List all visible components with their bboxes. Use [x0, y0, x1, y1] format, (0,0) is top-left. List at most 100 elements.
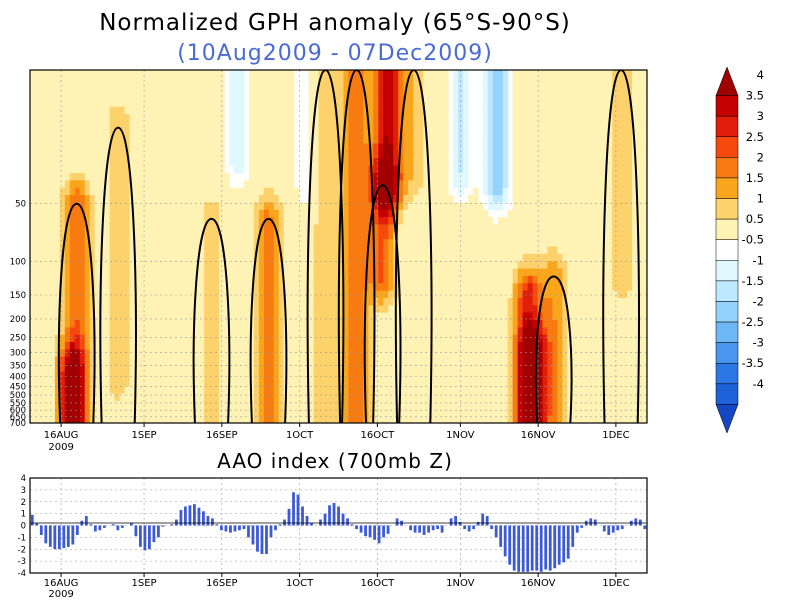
heatmap-cell [442, 150, 449, 159]
heatmap-cell [214, 342, 220, 351]
heatmap-cell [74, 275, 81, 284]
heatmap-cell [283, 253, 290, 262]
heatmap-cell [438, 180, 444, 189]
heatmap-cell [557, 327, 564, 336]
heatmap-cell [457, 84, 464, 93]
heatmap-cell [199, 239, 205, 248]
heatmap-cell [119, 187, 126, 196]
heatmap-cell [308, 408, 315, 417]
heatmap-cell [159, 150, 165, 159]
heatmap-cell [238, 283, 245, 292]
heatmap-cell [373, 239, 379, 248]
heatmap-cell [323, 290, 330, 299]
heatmap-cell [268, 99, 275, 108]
heatmap-cell [348, 224, 355, 233]
heatmap-cell [368, 386, 374, 395]
heatmap-cell [298, 253, 305, 262]
heatmap-cell [438, 165, 444, 174]
heatmap-cell [442, 187, 449, 196]
heatmap-cell [298, 275, 305, 284]
heatmap-cell [174, 84, 180, 93]
heatmap-cell [477, 400, 484, 409]
heatmap-cell [482, 99, 489, 108]
heatmap-cell [124, 334, 131, 343]
heatmap-cell [54, 70, 61, 78]
heatmap-cell [512, 290, 519, 299]
heatmap-cell [333, 165, 340, 174]
heatmap-cell [54, 378, 61, 387]
heatmap-cell [74, 195, 81, 203]
heatmap-cell [418, 356, 424, 365]
heatmap-cell [482, 342, 489, 351]
heatmap-cell [532, 283, 539, 292]
heatmap-cell [492, 408, 499, 417]
heatmap-cell [502, 217, 509, 226]
heatmap-cell [234, 320, 240, 328]
heatmap-cell [49, 136, 56, 145]
heatmap-cell [234, 356, 240, 365]
heatmap-cell [34, 334, 41, 343]
heatmap-cell [234, 342, 240, 351]
heatmap-cell [542, 261, 549, 270]
heatmap-cell [482, 253, 489, 262]
heatmap-cell [547, 158, 554, 167]
heatmap-cell [219, 400, 225, 409]
heatmap-cell [179, 334, 185, 343]
heatmap-cell [532, 342, 539, 351]
heatmap-cell [562, 386, 568, 395]
heatmap-cell [164, 128, 170, 137]
heatmap-cell [184, 356, 190, 365]
heatmap-cell [144, 136, 151, 145]
heatmap-cell [452, 92, 459, 101]
heatmap-cell [79, 364, 86, 373]
heatmap-cell [323, 92, 330, 101]
heatmap-cell [442, 180, 449, 189]
heatmap-cell [353, 165, 360, 174]
heatmap-cell [139, 106, 146, 115]
heatmap-cell [383, 180, 389, 189]
heatmap-cell [263, 415, 270, 423]
heatmap-cell [308, 246, 315, 255]
heatmap-cell [562, 400, 568, 409]
heatmap-cell [49, 290, 56, 299]
heatmap-cell [204, 400, 210, 409]
heatmap-cell [368, 320, 374, 328]
heatmap-cell [353, 253, 360, 262]
heatmap-cell [144, 99, 151, 108]
heatmap-cell [69, 224, 76, 233]
heatmap-cell [457, 165, 464, 174]
heatmap-cell [313, 143, 320, 152]
heatmap-cell [169, 305, 175, 314]
heatmap-cell [199, 356, 205, 365]
heatmap-cell [194, 246, 200, 255]
heatmap-cell [363, 217, 369, 226]
heatmap-cell [124, 114, 131, 123]
heatmap-cell [363, 386, 369, 395]
heatmap-cell [562, 158, 568, 167]
heatmap-cell [507, 312, 514, 321]
heatmap-cell [219, 165, 225, 174]
heatmap-cell [238, 334, 245, 343]
heatmap-cell [238, 187, 245, 196]
heatmap-cell [482, 106, 489, 115]
heatmap-cell [54, 231, 61, 240]
heatmap-cell [154, 261, 160, 270]
heatmap-cell [447, 305, 454, 314]
heatmap-cell [368, 187, 374, 196]
heatmap-cell [263, 356, 270, 365]
heatmap-cell [557, 239, 564, 248]
heatmap-cell [348, 217, 355, 226]
heatmap-cell [129, 261, 136, 270]
heatmap-cell [333, 364, 340, 373]
heatmap-cell [547, 224, 554, 233]
heatmap-cell [184, 297, 190, 306]
heatmap-cell [44, 172, 51, 181]
heatmap-cell [353, 349, 360, 358]
heatmap-cell [308, 92, 315, 101]
heatmap-cell [219, 268, 225, 277]
heatmap-cell [139, 114, 146, 123]
heatmap-cell [438, 202, 444, 211]
heatmap-cell [482, 349, 489, 358]
heatmap-cell [258, 364, 265, 373]
heatmap-cell [59, 386, 66, 395]
